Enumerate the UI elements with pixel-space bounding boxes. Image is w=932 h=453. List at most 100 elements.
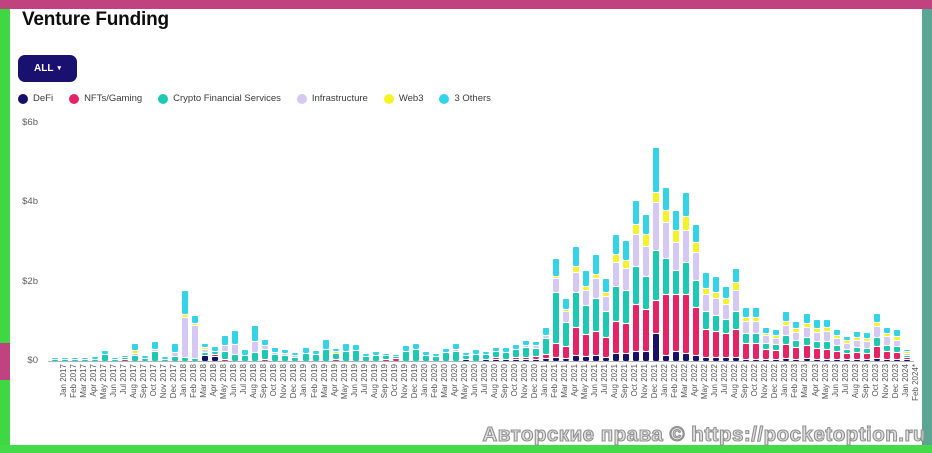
chart-bar-sep-2023[interactable]	[853, 331, 860, 361]
chart-bar-nov-2019[interactable]	[392, 353, 399, 361]
chart-bar-jul-2022[interactable]	[713, 275, 720, 361]
chart-bar-sep-2020[interactable]	[492, 347, 499, 361]
chart-bar-apr-2018[interactable]	[202, 343, 209, 361]
x-axis-label: Mar 2022	[680, 364, 690, 398]
chart-bar-sep-2018[interactable]	[252, 325, 259, 361]
chart-bar-mar-2019[interactable]	[312, 349, 319, 361]
chart-bar-aug-2023[interactable]	[843, 336, 850, 361]
chart-bar-feb-2019[interactable]	[302, 347, 309, 361]
chart-bar-jun-2018[interactable]	[222, 335, 229, 361]
bar-segment-nfts-gaming	[893, 351, 900, 359]
chart-bar-apr-2020[interactable]	[442, 347, 449, 361]
chart-bar-jun-2022[interactable]	[703, 271, 710, 361]
chart-bar-jul-2017[interactable]	[112, 356, 119, 361]
chart-bar-feb-2018[interactable]	[182, 289, 189, 361]
chart-bar-nov-2021[interactable]	[633, 200, 640, 361]
chart-bar-jul-2021[interactable]	[593, 253, 600, 361]
chart-bar-jan-2018[interactable]	[172, 343, 179, 361]
chart-bar-mar-2020[interactable]	[432, 353, 439, 361]
chart-bar-nov-2018[interactable]	[272, 347, 279, 361]
chart-bar-oct-2017[interactable]	[142, 355, 149, 361]
x-axis-label: Jan 2021	[539, 364, 549, 397]
chart-bar-jul-2018[interactable]	[232, 330, 239, 361]
chart-bar-mar-2022[interactable]	[673, 210, 680, 361]
chart-bar-jan-2023[interactable]	[773, 329, 780, 361]
chart-bar-oct-2019[interactable]	[382, 352, 389, 361]
legend-item-3-others[interactable]: 3 Others	[439, 93, 491, 104]
chart-bar-may-2020[interactable]	[452, 343, 459, 361]
chart-bar-jul-2019[interactable]	[352, 343, 359, 361]
chart-bar-oct-2022[interactable]	[743, 307, 750, 361]
chart-bar-jul-2020[interactable]	[472, 349, 479, 361]
chart-bar-dec-2023[interactable]	[883, 327, 890, 361]
chart-bar-dec-2021[interactable]	[643, 214, 650, 361]
bar-segment-web3	[763, 333, 770, 336]
legend-item-defi[interactable]: DeFi	[18, 93, 53, 104]
chart-bar-nov-2017[interactable]	[152, 341, 159, 361]
chart-bar-apr-2023[interactable]	[803, 313, 810, 361]
filter-dropdown-button[interactable]: ALL ▾	[18, 55, 77, 82]
legend-item-web3[interactable]: Web3	[383, 93, 423, 104]
chart-bar-oct-2020[interactable]	[502, 347, 509, 361]
chart-bar-apr-2019[interactable]	[322, 339, 329, 361]
chart-bar-apr-2021[interactable]	[563, 297, 570, 361]
chart-bar-feb-2022[interactable]	[663, 186, 670, 361]
chart-bar-aug-2020[interactable]	[482, 351, 489, 361]
legend-item-nfts-gaming[interactable]: NFTs/Gaming	[69, 93, 142, 104]
chart-bar-jun-2020[interactable]	[462, 352, 469, 361]
chart-bar-jan-2024[interactable]	[893, 329, 900, 361]
chart-bar-dec-2022[interactable]	[763, 327, 770, 361]
legend-item-infrastructure[interactable]: Infrastructure	[296, 93, 368, 104]
chart-bar-nov-2023[interactable]	[873, 313, 880, 361]
legend-item-crypto-financial-services[interactable]: Crypto Financial Services	[158, 93, 281, 104]
chart-bar-mar-2021[interactable]	[553, 257, 559, 361]
chart-bar-mar-2023[interactable]	[793, 321, 800, 361]
chart-bar-may-2017[interactable]	[92, 356, 99, 361]
chart-bar-sep-2017[interactable]	[132, 343, 139, 361]
chart-bar-jun-2019[interactable]	[342, 343, 349, 361]
chart-bar-aug-2019[interactable]	[362, 353, 369, 361]
chart-bar-feb-2017[interactable]	[62, 357, 69, 361]
chart-bar-jul-2023[interactable]	[833, 329, 840, 361]
chart-bar-jun-2023[interactable]	[823, 319, 830, 361]
chart-bar-may-2018[interactable]	[212, 346, 219, 361]
chart-bar-mar-2017[interactable]	[72, 357, 79, 361]
chart-bar-aug-2017[interactable]	[122, 354, 129, 361]
chart-bar-nov-2022[interactable]	[753, 307, 760, 361]
chart-bar-aug-2018[interactable]	[242, 349, 249, 361]
chart-bar-dec-2017[interactable]	[162, 356, 169, 361]
chart-bar-sep-2019[interactable]	[372, 351, 379, 361]
chart-bar-jan-2017[interactable]	[52, 357, 58, 361]
chart-bar-may-2022[interactable]	[693, 224, 700, 361]
x-axis-label: May 2020	[459, 364, 469, 400]
chart-bar-aug-2022[interactable]	[723, 285, 730, 361]
chart-bar-jan-2020[interactable]	[412, 343, 419, 361]
chart-bar-jan-2021[interactable]	[532, 341, 539, 361]
chart-bar-jun-2017[interactable]	[102, 349, 109, 361]
bar-segment-crypto-financial-services	[82, 359, 89, 361]
chart-bar-jun-2021[interactable]	[583, 269, 590, 361]
chart-bar-may-2023[interactable]	[813, 319, 820, 361]
chart-bar-oct-2021[interactable]	[623, 240, 630, 361]
chart-bar-oct-2018[interactable]	[262, 339, 269, 361]
chart-bar-dec-2019[interactable]	[402, 345, 409, 361]
chart-bar-jan-2019[interactable]	[292, 351, 299, 361]
chart-bar-apr-2022[interactable]	[683, 192, 690, 361]
bar-segment-defi	[693, 355, 700, 361]
chart-bar-sep-2021[interactable]	[613, 234, 620, 361]
chart-bar-may-2019[interactable]	[332, 347, 339, 361]
chart-bar-mar-2018[interactable]	[192, 315, 199, 361]
chart-bar-sep-2022[interactable]	[733, 267, 740, 361]
chart-bar-jan-2022[interactable]	[653, 146, 660, 361]
chart-bar-apr-2017[interactable]	[82, 357, 89, 361]
chart-bar-dec-2020[interactable]	[522, 340, 529, 361]
chart-bar-nov-2020[interactable]	[512, 344, 519, 361]
chart-bar-dec-2018[interactable]	[282, 349, 289, 361]
chart-bar-oct-2023[interactable]	[863, 332, 870, 361]
chart-bar-feb-2023[interactable]	[783, 311, 790, 361]
chart-bar-feb-2024[interactable]	[903, 349, 910, 361]
chart-bar-may-2021[interactable]	[573, 246, 580, 361]
chart-bar-feb-2021[interactable]	[542, 327, 549, 361]
chart-bar-feb-2020[interactable]	[422, 351, 429, 361]
chart-bar-aug-2021[interactable]	[603, 277, 610, 361]
